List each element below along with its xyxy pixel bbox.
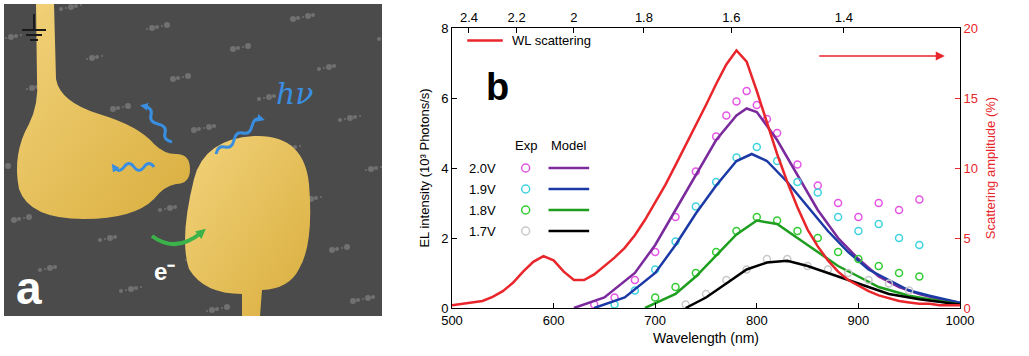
svg-text:1.7V: 1.7V (469, 224, 496, 239)
svg-text:1000: 1000 (946, 313, 975, 328)
svg-text:WL scattering: WL scattering (512, 33, 591, 48)
svg-text:20: 20 (964, 21, 978, 36)
svg-text:500: 500 (441, 313, 463, 328)
svg-text:Model: Model (551, 138, 587, 153)
svg-text:1.9V: 1.9V (469, 182, 496, 197)
svg-text:1.8V: 1.8V (469, 203, 496, 218)
svg-text:b: b (486, 66, 509, 108)
svg-text:2.0V: 2.0V (469, 161, 496, 176)
svg-text:1.8: 1.8 (635, 10, 653, 25)
svg-text:Wavelength (nm): Wavelength (nm) (653, 330, 759, 346)
svg-text:4: 4 (441, 161, 448, 176)
svg-text:800: 800 (746, 313, 768, 328)
svg-text:1.4: 1.4 (835, 10, 853, 25)
svg-text:1.6: 1.6 (722, 10, 740, 25)
svg-text:6: 6 (441, 91, 448, 106)
svg-text:EL intensity (10³ Photons/s): EL intensity (10³ Photons/s) (417, 88, 432, 247)
svg-text:Exp: Exp (515, 138, 537, 153)
svg-text:Scattering amplitude (%): Scattering amplitude (%) (983, 97, 998, 239)
svg-text:600: 600 (543, 313, 565, 328)
svg-text:e⁻: e⁻ (154, 258, 175, 285)
svg-text:900: 900 (848, 313, 870, 328)
svg-text:0: 0 (441, 301, 448, 316)
svg-text:0: 0 (964, 301, 971, 316)
svg-text:2.2: 2.2 (508, 10, 526, 25)
svg-text:2: 2 (570, 10, 577, 25)
svg-text:8: 8 (441, 21, 448, 36)
svg-text:2: 2 (441, 231, 448, 246)
svg-text:700: 700 (644, 313, 666, 328)
svg-text:a: a (16, 262, 42, 314)
svg-text:10: 10 (964, 161, 978, 176)
svg-text:5: 5 (964, 231, 971, 246)
svg-text:15: 15 (964, 91, 978, 106)
svg-text:2.4: 2.4 (460, 10, 478, 25)
svg-text:hν: hν (276, 76, 314, 111)
